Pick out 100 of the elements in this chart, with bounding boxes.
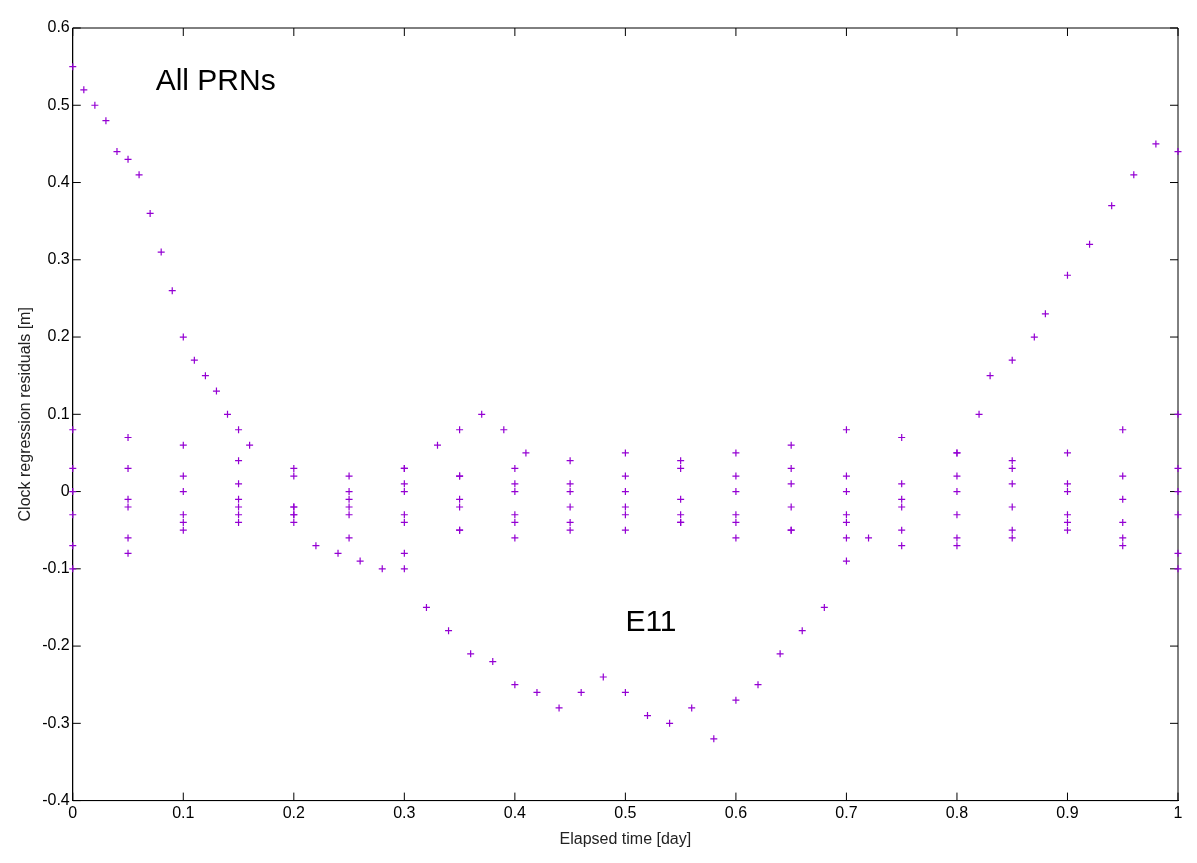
point (179, 472, 188, 481)
point (123, 433, 133, 442)
point (134, 170, 144, 179)
point (952, 487, 962, 496)
point (344, 487, 354, 496)
y-tick-label: -0.4 (42, 791, 70, 809)
point (1173, 410, 1183, 419)
x-tick-label: 0.8 (945, 803, 969, 821)
point (952, 510, 962, 519)
x-tick-label: 0.9 (1056, 803, 1079, 821)
point (1173, 464, 1183, 473)
point (112, 147, 122, 156)
point (123, 502, 133, 512)
point (1008, 502, 1017, 512)
point (510, 510, 519, 519)
point (566, 526, 575, 535)
point (842, 533, 851, 543)
point (952, 533, 962, 543)
y-tick-label: 0.1 (47, 404, 70, 422)
point (123, 155, 133, 164)
point (952, 541, 962, 550)
point (731, 487, 741, 496)
point (521, 448, 531, 458)
point (1173, 549, 1183, 558)
point (344, 533, 354, 543)
point (146, 209, 155, 218)
point (621, 448, 630, 458)
point (344, 472, 354, 481)
point (289, 472, 298, 481)
x-tick-label: 0.2 (282, 803, 306, 821)
point (1151, 139, 1160, 148)
x-tick-label: 0.6 (724, 803, 748, 821)
y-tick-label: 0.2 (47, 327, 70, 345)
point (1173, 147, 1183, 156)
point (333, 549, 343, 558)
point (510, 518, 519, 527)
point (123, 495, 133, 504)
point (753, 680, 763, 689)
point (566, 502, 575, 512)
point (532, 688, 542, 697)
point (731, 518, 741, 527)
point (842, 472, 851, 481)
annotation: All PRNs (155, 63, 276, 97)
point (621, 472, 630, 481)
point (212, 387, 221, 396)
point (510, 479, 519, 488)
point (90, 101, 99, 110)
point (566, 479, 575, 488)
point (344, 495, 354, 504)
point (101, 116, 111, 125)
point (179, 332, 188, 342)
y-tick-label: 0 (60, 481, 70, 499)
point (344, 502, 354, 512)
point (510, 680, 519, 689)
point (1118, 533, 1127, 543)
point (952, 472, 962, 481)
point (157, 247, 166, 257)
y-tick-label: -0.1 (42, 559, 70, 577)
point (974, 410, 984, 419)
point (621, 502, 630, 512)
point (864, 533, 873, 543)
point (599, 672, 608, 682)
point (1173, 564, 1183, 573)
point (234, 502, 243, 512)
point (344, 510, 354, 519)
point (776, 649, 785, 658)
y-axis-title: Clock regression residuals [m] (16, 307, 34, 522)
annotation: E11 (625, 604, 677, 638)
point (510, 464, 519, 473)
point (510, 533, 519, 543)
point (455, 502, 464, 512)
y-tick-label: 0.4 (47, 172, 70, 190)
point (687, 703, 696, 712)
y-tick-label: -0.3 (42, 713, 70, 731)
point (566, 456, 575, 465)
y-tick-label: -0.2 (42, 636, 70, 654)
point (1173, 487, 1183, 496)
point (356, 556, 365, 566)
x-tick-label: 0.1 (172, 803, 195, 821)
point (123, 533, 133, 543)
point (731, 510, 741, 519)
point (566, 487, 575, 496)
x-tick-label: 0.7 (835, 803, 858, 821)
y-tick-label: 0.5 (47, 95, 70, 113)
point (1008, 533, 1017, 543)
point (787, 502, 796, 512)
x-tick-label: 0.3 (393, 803, 416, 821)
x-axis-title: Elapsed time [day] (559, 829, 692, 847)
point (1118, 472, 1127, 481)
point (986, 371, 995, 380)
point (731, 533, 741, 543)
point (123, 549, 133, 558)
point (1030, 332, 1039, 342)
point (731, 472, 741, 481)
x-tick-label: 1 (1173, 803, 1183, 821)
x-tick-label: 0.4 (503, 803, 527, 821)
y-tick-label: 0.3 (47, 250, 70, 268)
point (842, 556, 851, 566)
point (1041, 309, 1050, 318)
point (1173, 510, 1183, 519)
